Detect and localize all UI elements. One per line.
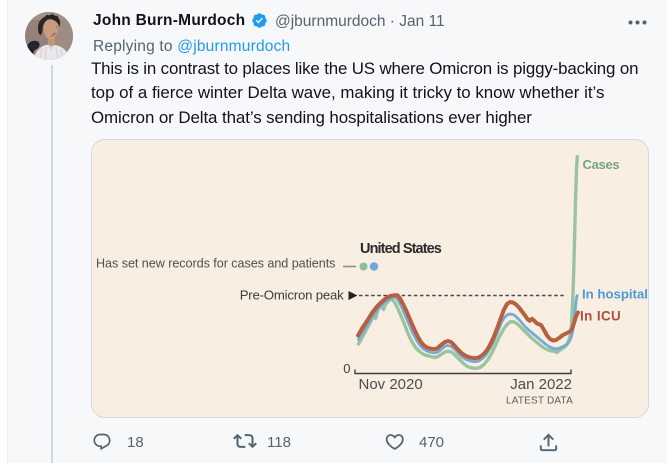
svg-text:In ICU: In ICU (580, 308, 621, 323)
svg-text:Cases: Cases (583, 157, 620, 172)
svg-text:Jan 2022: Jan 2022 (510, 376, 572, 393)
svg-text:Has set new records for cases: Has set new records for cases and patien… (96, 257, 335, 271)
svg-text:0: 0 (343, 361, 350, 376)
svg-text:United States: United States (360, 241, 442, 257)
svg-text:Nov 2020: Nov 2020 (359, 376, 423, 393)
svg-text:In hospital: In hospital (582, 287, 648, 302)
svg-text:Pre-Omicron peak: Pre-Omicron peak (240, 288, 344, 303)
svg-text:LATEST DATA: LATEST DATA (506, 395, 573, 406)
